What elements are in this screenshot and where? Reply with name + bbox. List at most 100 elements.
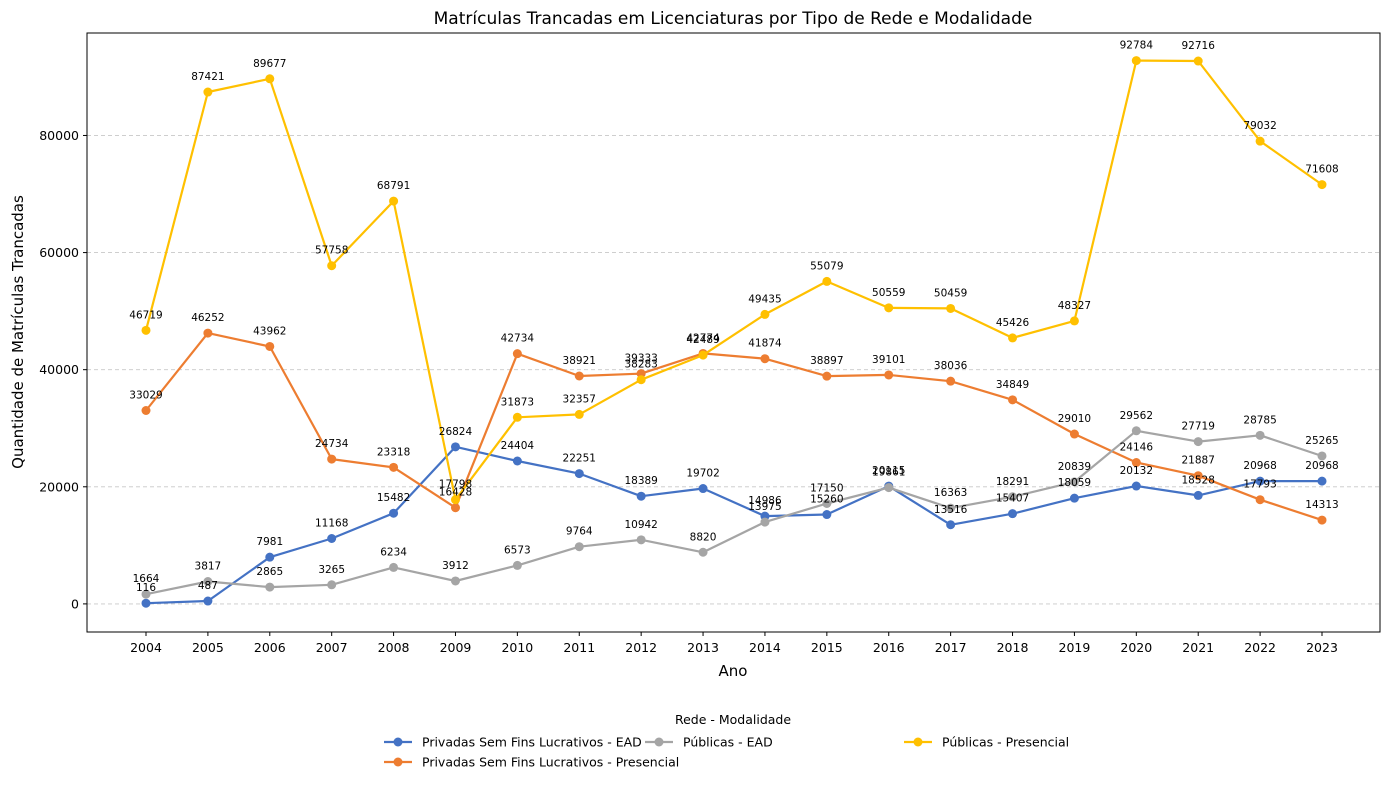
data-label: 24734	[315, 438, 349, 450]
data-label: 20839	[1058, 461, 1091, 473]
legend-label: Privadas Sem Fins Lucrativos - Presencia…	[422, 755, 679, 770]
data-point	[389, 463, 398, 472]
data-label: 43962	[253, 325, 286, 337]
data-point	[946, 377, 955, 386]
x-tick-label: 2004	[130, 640, 162, 655]
data-point	[822, 372, 831, 381]
y-tick-label: 60000	[39, 245, 79, 260]
series-line	[146, 333, 1322, 520]
data-point	[637, 535, 646, 544]
data-label: 13516	[934, 504, 968, 516]
data-label: 42489	[686, 334, 719, 346]
y-tick-label: 40000	[39, 362, 79, 377]
data-point	[451, 503, 460, 512]
y-tick-label: 0	[71, 596, 79, 611]
x-tick-label: 2017	[935, 640, 967, 655]
data-point	[1008, 509, 1017, 518]
data-label: 25265	[1305, 435, 1338, 447]
data-label: 8820	[690, 531, 717, 543]
data-label: 38921	[563, 355, 596, 367]
data-point	[575, 410, 584, 419]
x-tick-label: 2006	[254, 640, 286, 655]
legend-item: Públicas - EAD	[645, 735, 773, 750]
data-label: 41874	[748, 338, 782, 350]
data-point	[513, 561, 522, 570]
data-label: 38897	[810, 355, 843, 367]
legend-item: Privadas Sem Fins Lucrativos - Presencia…	[384, 755, 679, 770]
legend-swatch-marker	[394, 738, 403, 747]
x-tick-label: 2012	[625, 640, 657, 655]
x-tick-label: 2014	[749, 640, 781, 655]
data-point	[1070, 316, 1079, 325]
data-point	[946, 520, 955, 529]
data-point	[451, 576, 460, 585]
data-point	[451, 442, 460, 451]
data-label: 46719	[129, 309, 162, 321]
data-point	[327, 455, 336, 464]
data-labels: 116 487 7981 11168 15482 26824 24404 22251 18389…	[129, 40, 1338, 595]
data-label: 92784	[1120, 40, 1154, 52]
data-label: 9764	[566, 526, 593, 538]
data-label: 19861	[872, 467, 905, 479]
data-point	[1008, 395, 1017, 404]
x-tick-label: 2009	[440, 640, 472, 655]
data-point	[1256, 431, 1265, 440]
data-point	[142, 406, 151, 415]
data-point	[884, 370, 893, 379]
data-label: 18291	[996, 476, 1029, 488]
data-point	[1256, 137, 1265, 146]
data-point	[265, 342, 274, 351]
data-label: 18059	[1058, 477, 1091, 489]
data-label: 71608	[1305, 164, 1338, 176]
data-label: 32357	[563, 393, 596, 405]
data-point	[203, 88, 212, 97]
data-point	[513, 457, 522, 466]
data-point	[327, 261, 336, 270]
data-label: 46252	[191, 312, 224, 324]
data-point	[265, 553, 274, 562]
data-point	[203, 597, 212, 606]
data-label: 29562	[1120, 410, 1153, 422]
data-label: 10942	[624, 519, 657, 531]
series-2	[142, 329, 1327, 525]
data-label: 20968	[1305, 460, 1338, 472]
data-point	[142, 326, 151, 335]
x-tick-label: 2018	[997, 640, 1029, 655]
x-tick-label: 2016	[873, 640, 905, 655]
data-point	[699, 548, 708, 557]
legend-item: Privadas Sem Fins Lucrativos - EAD	[384, 735, 642, 750]
x-tick-label: 2021	[1182, 640, 1214, 655]
data-label: 89677	[253, 58, 286, 70]
data-point	[637, 492, 646, 501]
data-label: 38283	[624, 359, 657, 371]
data-point	[699, 484, 708, 493]
data-point	[327, 580, 336, 589]
legend-item: Públicas - Presencial	[904, 735, 1069, 750]
data-label: 29010	[1058, 413, 1091, 425]
data-point	[327, 534, 336, 543]
legend-swatch-marker	[394, 758, 403, 767]
data-point	[1132, 482, 1141, 491]
data-label: 22251	[563, 453, 596, 465]
legend-title: Rede - Modalidade	[675, 712, 791, 727]
data-point	[575, 469, 584, 478]
data-label: 45426	[996, 317, 1030, 329]
data-point	[822, 510, 831, 519]
data-label: 92716	[1182, 40, 1216, 52]
data-label: 14313	[1305, 499, 1338, 511]
data-point	[1318, 180, 1327, 189]
x-axis: 2004 2005 2006 2007 2008 2009 2010 2011 2012 2013…	[130, 632, 1338, 655]
data-point	[1318, 477, 1327, 486]
data-point	[822, 277, 831, 286]
data-label: 19702	[686, 468, 719, 480]
x-tick-label: 2005	[192, 640, 224, 655]
gridlines	[87, 135, 1380, 603]
data-label: 49435	[748, 293, 781, 305]
data-point	[1256, 495, 1265, 504]
data-label: 34849	[996, 379, 1029, 391]
data-point	[389, 563, 398, 572]
x-tick-label: 2020	[1120, 640, 1152, 655]
data-label: 79032	[1243, 120, 1276, 132]
legend: Rede - Modalidade Privadas Sem Fins Lucr…	[384, 712, 1069, 770]
